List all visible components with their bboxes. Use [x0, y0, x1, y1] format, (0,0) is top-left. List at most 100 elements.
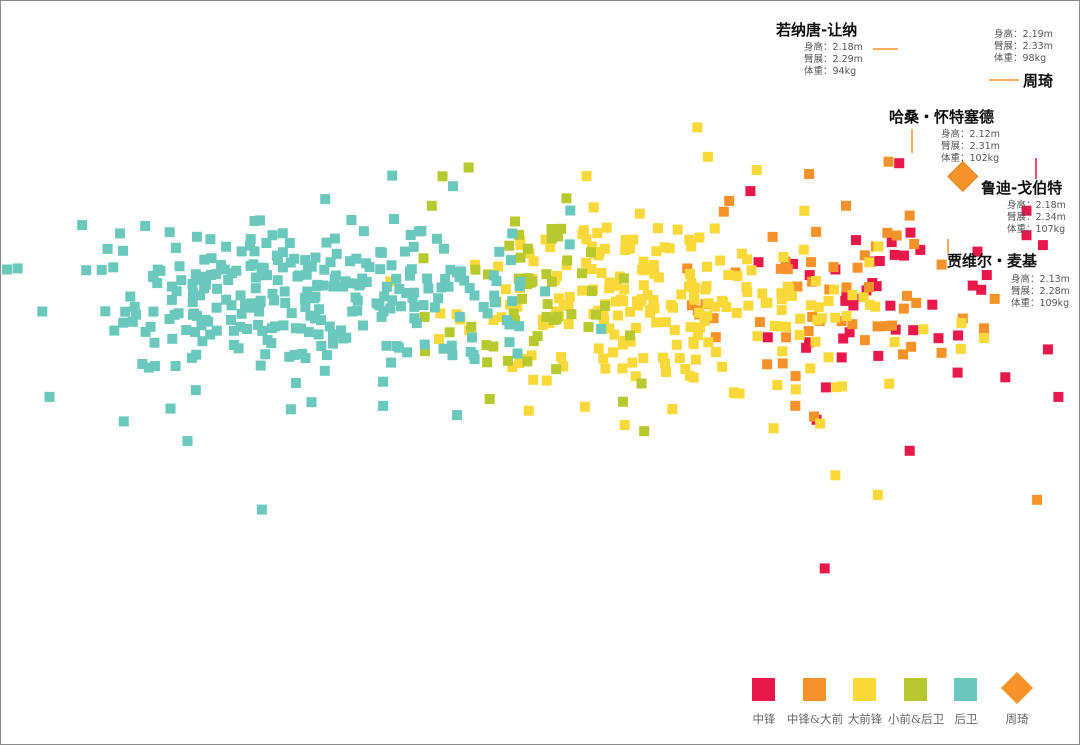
point-cf: [781, 332, 792, 343]
point-pf: [608, 347, 619, 358]
point-g: [416, 225, 427, 236]
point-sg: [562, 255, 573, 266]
point-pf: [599, 243, 610, 254]
point-g: [328, 281, 339, 292]
annotation-stat: 身高：2.19m: [994, 28, 1053, 40]
point-pf: [545, 242, 556, 252]
legend-item-center-forward[interactable]: 中锋&大前: [787, 678, 843, 726]
point-g: [431, 233, 442, 244]
point-pf: [581, 234, 592, 245]
point-zhouqi[interactable]: [947, 160, 979, 192]
point-sg: [418, 253, 429, 264]
point-pf: [523, 405, 534, 416]
point-g: [228, 325, 239, 336]
point-g: [2, 264, 12, 275]
point-g: [236, 308, 247, 319]
point-g: [164, 227, 175, 238]
point-cf: [811, 226, 822, 237]
point-g: [422, 273, 433, 284]
point-g: [269, 321, 280, 332]
point-g: [504, 337, 515, 348]
legend-item-center[interactable]: 中锋: [752, 678, 776, 726]
legend-label: 大前锋: [848, 712, 883, 726]
point-g: [191, 349, 202, 360]
point-pf: [709, 223, 720, 234]
point-pf: [728, 387, 739, 398]
point-pf: [660, 317, 671, 328]
point-g: [319, 365, 330, 376]
point-pf: [620, 235, 631, 245]
point-pf: [690, 354, 701, 365]
point-pf: [717, 361, 728, 372]
point-sg: [553, 231, 564, 242]
point-pf: [648, 260, 659, 270]
point-g: [540, 286, 551, 297]
legend-item-power-forward[interactable]: 大前锋: [848, 678, 883, 726]
point-pf: [830, 312, 841, 323]
annotation-stat: 臂展：2.31m: [941, 140, 1000, 152]
point-sg: [481, 340, 492, 351]
point-pf: [837, 381, 847, 392]
point-cf: [911, 297, 922, 308]
point-g: [405, 230, 416, 240]
point-g: [170, 361, 181, 371]
point-pf: [799, 205, 810, 216]
point-pf: [830, 470, 841, 481]
point-g: [478, 301, 489, 312]
point-c: [874, 256, 885, 266]
point-c: [1042, 344, 1053, 355]
point-pf: [664, 243, 675, 254]
point-pf: [638, 353, 649, 364]
point-c: [788, 258, 799, 269]
point-pf: [829, 284, 839, 295]
point-pf: [651, 246, 662, 257]
point-sg: [636, 378, 647, 389]
point-sg: [542, 299, 553, 310]
annotation-name: 鲁迪-戈伯特: [981, 179, 1062, 197]
legend-item-small-forward-guard[interactable]: 小前&后卫: [888, 678, 944, 726]
point-cf: [724, 195, 735, 206]
point-sg: [548, 315, 559, 325]
point-g: [115, 228, 126, 239]
point-g: [331, 248, 342, 259]
point-g: [279, 286, 290, 297]
point-pf: [858, 292, 869, 303]
legend-label: 后卫: [955, 712, 978, 726]
legend-item-zhouqi[interactable]: 周琦: [1001, 672, 1033, 726]
point-c: [762, 332, 773, 343]
point-pf: [592, 228, 603, 239]
point-cf: [909, 239, 920, 249]
point-c: [967, 280, 978, 291]
point-pf: [637, 264, 648, 275]
point-cf: [906, 341, 917, 352]
point-g: [301, 269, 312, 280]
legend-item-guard[interactable]: 后卫: [954, 678, 978, 726]
point-g: [242, 324, 253, 334]
point-sg: [546, 233, 557, 244]
point-sg: [551, 364, 562, 375]
point-pf: [600, 363, 611, 374]
point-g: [127, 316, 138, 327]
point-pf: [746, 265, 757, 276]
point-g: [190, 269, 201, 280]
point-g: [205, 234, 216, 245]
point-g: [316, 341, 327, 351]
point-g: [257, 325, 268, 336]
point-pf: [540, 234, 551, 245]
point-pf: [385, 276, 396, 287]
point-pf: [784, 284, 795, 295]
point-g: [223, 275, 234, 285]
point-cf: [883, 156, 894, 167]
point-cf: [686, 300, 697, 311]
point-g: [196, 320, 207, 331]
point-pf: [772, 380, 783, 390]
point-g: [469, 290, 480, 301]
point-pf: [556, 352, 567, 363]
point-g: [446, 340, 457, 351]
point-sg: [522, 279, 533, 290]
point-g: [221, 241, 232, 252]
point-g: [387, 295, 398, 306]
point-g: [407, 292, 418, 303]
point-g: [312, 280, 323, 291]
